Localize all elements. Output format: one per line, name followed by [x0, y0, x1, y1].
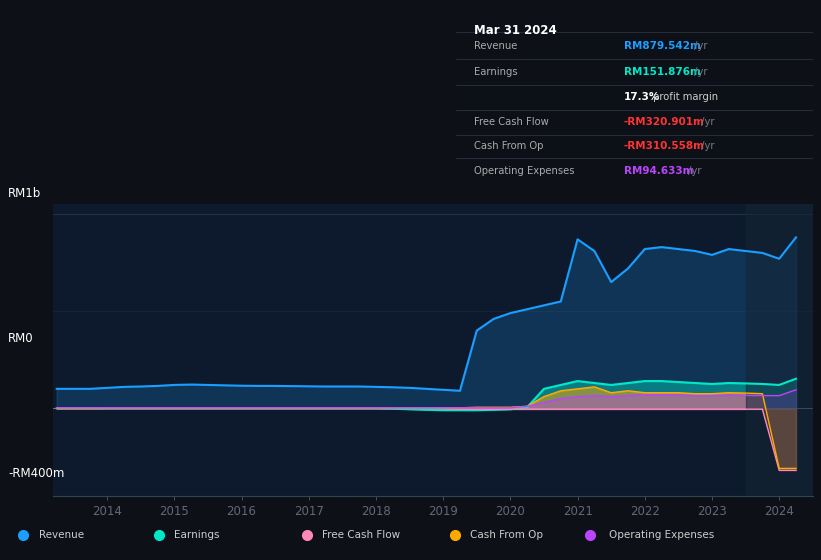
- Text: Cash From Op: Cash From Op: [474, 141, 543, 151]
- Text: Earnings: Earnings: [474, 67, 517, 77]
- Text: /yr: /yr: [698, 141, 714, 151]
- Text: Earnings: Earnings: [174, 530, 220, 540]
- Text: 17.3%: 17.3%: [623, 92, 660, 102]
- Text: /yr: /yr: [691, 40, 708, 50]
- Text: Operating Expenses: Operating Expenses: [474, 166, 574, 176]
- Text: Cash From Op: Cash From Op: [470, 530, 543, 540]
- Text: /yr: /yr: [685, 166, 701, 176]
- Text: Revenue: Revenue: [39, 530, 84, 540]
- Text: RM879.542m: RM879.542m: [623, 40, 700, 50]
- Text: /yr: /yr: [691, 67, 708, 77]
- Text: Revenue: Revenue: [474, 40, 517, 50]
- Text: Free Cash Flow: Free Cash Flow: [322, 530, 400, 540]
- Text: Operating Expenses: Operating Expenses: [609, 530, 714, 540]
- Text: -RM320.901m: -RM320.901m: [623, 118, 704, 127]
- Text: RM0: RM0: [8, 332, 34, 346]
- Text: Mar 31 2024: Mar 31 2024: [474, 24, 557, 36]
- Text: RM151.876m: RM151.876m: [623, 67, 700, 77]
- Text: -RM400m: -RM400m: [8, 466, 65, 480]
- Text: RM94.633m: RM94.633m: [623, 166, 693, 176]
- Text: profit margin: profit margin: [650, 92, 718, 102]
- Text: -RM310.558m: -RM310.558m: [623, 141, 704, 151]
- Text: Free Cash Flow: Free Cash Flow: [474, 118, 548, 127]
- Text: RM1b: RM1b: [8, 186, 41, 200]
- Bar: [745, 204, 813, 496]
- Text: /yr: /yr: [698, 118, 714, 127]
